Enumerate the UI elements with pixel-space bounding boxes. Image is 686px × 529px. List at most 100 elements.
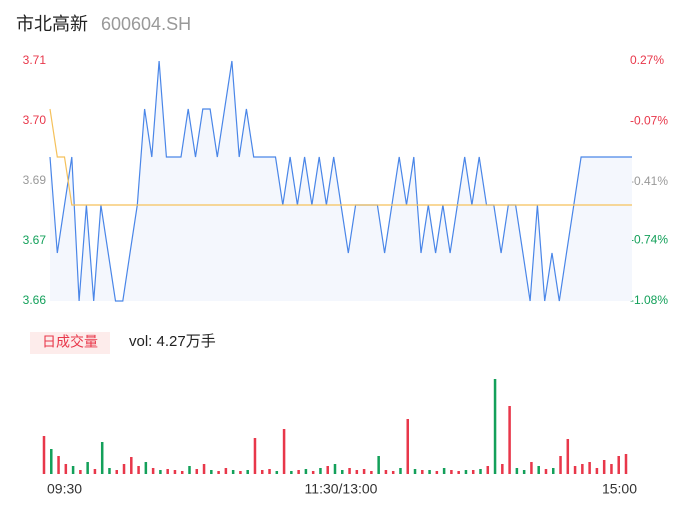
volume-summary: vol: 4.27万手 xyxy=(129,333,216,350)
volume-bar xyxy=(130,457,133,474)
volume-bar xyxy=(486,466,490,474)
volume-bar xyxy=(42,436,46,474)
volume-bar xyxy=(50,449,53,474)
y2-tick-label: -0.07% xyxy=(630,114,668,128)
y-tick-label: 3.71 xyxy=(23,53,47,67)
stock-code: 600604.SH xyxy=(101,14,191,34)
volume-bar xyxy=(319,468,322,474)
y-tick-label: 3.69 xyxy=(23,173,47,187)
y2-tick-label: -1.08% xyxy=(630,293,668,307)
volume-bar xyxy=(428,470,431,474)
volume-bar xyxy=(501,464,504,474)
volume-bar xyxy=(573,466,577,474)
volume-bar xyxy=(93,469,97,474)
volume-bar xyxy=(551,468,555,474)
volume-bar xyxy=(180,471,184,474)
y2-tick-label: -0.41% xyxy=(630,174,668,188)
volume-bar xyxy=(282,429,286,474)
volume-bar xyxy=(333,464,337,474)
volume-bar xyxy=(166,469,169,474)
volume-bar xyxy=(195,469,199,474)
volume-bar xyxy=(421,470,424,474)
volume-bar xyxy=(581,464,584,474)
volume-bar xyxy=(362,469,366,474)
y2-tick-label: -0.74% xyxy=(630,233,668,247)
volume-bar xyxy=(297,470,300,474)
average-line xyxy=(49,108,632,206)
price-area xyxy=(50,61,632,301)
y-tick-label: 3.67 xyxy=(23,233,47,247)
volume-bar xyxy=(413,469,417,474)
volume-bar xyxy=(290,471,293,474)
volume-bar xyxy=(151,468,155,474)
y-tick-label: 3.70 xyxy=(23,113,47,127)
volume-bar xyxy=(522,470,526,474)
volume-bar xyxy=(566,439,570,474)
volume-bar xyxy=(515,468,519,474)
volume-bar xyxy=(435,471,439,474)
volume-bar xyxy=(399,468,402,474)
volume-bar xyxy=(588,462,591,474)
volume-bar xyxy=(86,462,89,474)
volume-bar xyxy=(231,470,235,474)
volume-bar xyxy=(188,466,191,474)
volume-bar xyxy=(253,438,257,474)
volume-bar xyxy=(275,471,279,474)
volume-bar xyxy=(471,470,475,474)
volume-bar xyxy=(79,470,82,474)
x-tick-label: 11:30/13:00 xyxy=(305,481,378,497)
volume-bar xyxy=(64,464,68,474)
volume-bar xyxy=(610,464,613,474)
volume-bar xyxy=(115,470,119,474)
volume-bar xyxy=(559,456,562,474)
volume-bar xyxy=(122,464,126,474)
volume-bar xyxy=(450,470,453,474)
volume-bar xyxy=(464,470,468,474)
volume-bar xyxy=(159,470,162,474)
y2-tick-label: 0.27% xyxy=(630,53,664,67)
volume-bar xyxy=(137,466,140,474)
volume-bar xyxy=(384,470,388,474)
y-tick-label: 3.66 xyxy=(23,293,47,307)
volume-bar xyxy=(224,468,228,474)
stock-name: 市北高新 xyxy=(16,14,88,34)
volume-bar xyxy=(100,442,104,474)
volume-bar xyxy=(348,468,351,474)
volume-bar xyxy=(210,470,213,474)
volume-bar xyxy=(624,454,628,474)
volume-bar xyxy=(202,464,206,474)
volume-bar xyxy=(544,469,548,474)
volume-tab xyxy=(30,332,110,354)
volume-bar xyxy=(508,406,511,474)
volume-bar xyxy=(442,468,446,474)
volume-bar xyxy=(304,469,308,474)
volume-bar xyxy=(377,456,380,474)
volume-bar xyxy=(406,419,410,474)
volume-bar xyxy=(341,470,344,474)
volume-bar xyxy=(217,471,220,474)
volume-bar xyxy=(595,468,599,474)
volume-bar xyxy=(457,471,460,474)
x-tick-label: 09:30 xyxy=(47,481,82,497)
volume-bar xyxy=(268,469,271,474)
x-tick-label: 15:00 xyxy=(602,481,637,497)
volume-label: 日成交量 xyxy=(42,334,98,350)
volume-bar xyxy=(239,471,242,474)
volume-bar xyxy=(370,471,373,474)
volume-bar xyxy=(57,456,60,474)
volume-bar xyxy=(260,470,264,474)
volume-bar xyxy=(326,466,329,474)
volume-bar xyxy=(71,466,75,474)
volume-bar xyxy=(391,471,395,474)
volume-bar xyxy=(311,471,315,474)
volume-bar xyxy=(537,466,540,474)
volume-bar xyxy=(144,462,148,474)
volume-bar xyxy=(617,456,620,474)
volume-bar xyxy=(530,462,533,474)
volume-bar xyxy=(602,460,606,474)
volume-bar xyxy=(173,470,177,474)
volume-bar xyxy=(493,379,497,474)
volume-bar xyxy=(246,470,249,474)
volume-bar xyxy=(355,470,359,474)
